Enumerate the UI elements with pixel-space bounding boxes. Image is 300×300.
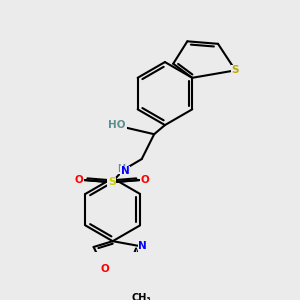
Text: O: O [141,175,149,185]
Text: O: O [74,175,83,185]
Text: CH₃: CH₃ [132,292,152,300]
Text: S: S [108,177,116,187]
Text: N: N [138,241,147,251]
Text: N: N [121,166,130,176]
Text: S: S [232,65,239,75]
Text: HO: HO [109,120,126,130]
Text: O: O [100,264,109,274]
Text: H: H [117,164,125,174]
